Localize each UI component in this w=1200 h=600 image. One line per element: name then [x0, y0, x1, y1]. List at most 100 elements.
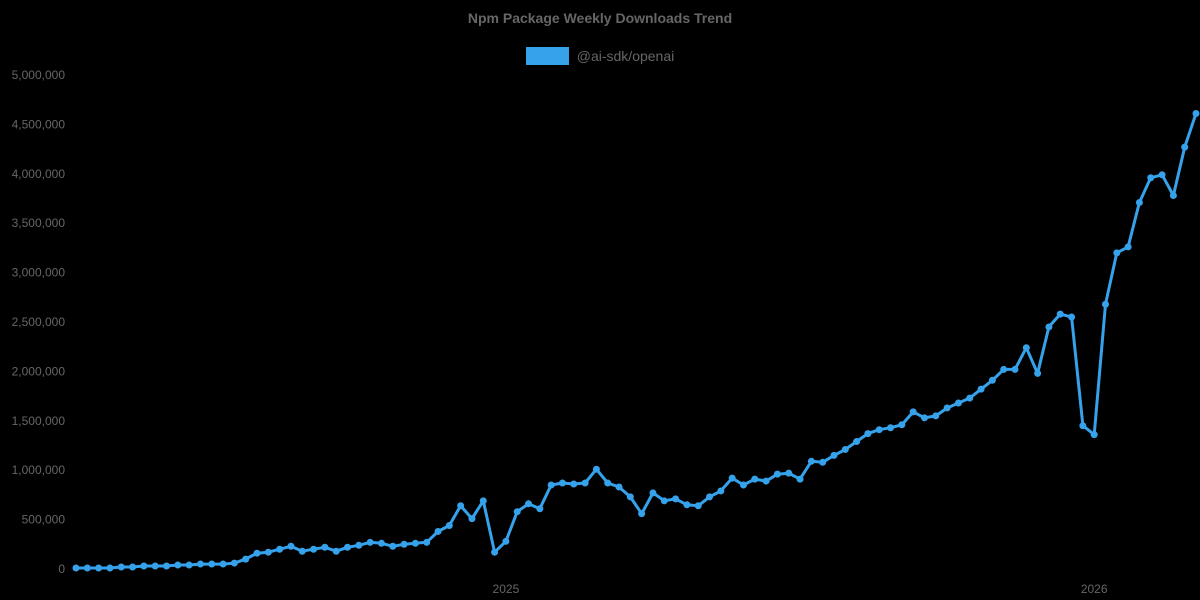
data-point[interactable]	[1079, 422, 1087, 430]
data-point[interactable]	[966, 394, 974, 402]
data-point[interactable]	[898, 421, 906, 429]
data-point[interactable]	[536, 505, 544, 513]
data-point[interactable]	[807, 457, 815, 465]
data-point[interactable]	[163, 562, 171, 570]
data-point[interactable]	[909, 408, 917, 416]
data-point[interactable]	[739, 481, 747, 489]
data-point[interactable]	[1011, 365, 1019, 373]
data-point[interactable]	[1192, 110, 1200, 118]
data-point[interactable]	[887, 424, 895, 432]
data-point[interactable]	[1022, 344, 1030, 352]
data-point[interactable]	[988, 376, 996, 384]
data-point[interactable]	[276, 545, 284, 553]
data-point[interactable]	[366, 538, 374, 546]
data-point[interactable]	[864, 430, 872, 438]
data-point[interactable]	[853, 438, 861, 446]
data-point[interactable]	[706, 493, 714, 501]
data-point[interactable]	[1135, 198, 1143, 206]
data-point[interactable]	[423, 538, 431, 546]
data-point[interactable]	[649, 489, 657, 497]
data-point[interactable]	[954, 399, 962, 407]
data-point[interactable]	[796, 475, 804, 483]
data-point[interactable]	[117, 563, 125, 571]
data-point[interactable]	[174, 561, 182, 569]
data-point[interactable]	[773, 470, 781, 478]
data-point[interactable]	[502, 537, 510, 545]
data-point[interactable]	[72, 564, 80, 572]
data-point[interactable]	[1034, 369, 1042, 377]
data-point[interactable]	[626, 493, 634, 501]
data-point[interactable]	[1000, 365, 1008, 373]
data-point[interactable]	[1169, 192, 1177, 200]
data-point[interactable]	[479, 497, 487, 505]
legend-label[interactable]: @ai-sdk/openai	[576, 48, 675, 64]
data-point[interactable]	[592, 465, 600, 473]
data-point[interactable]	[1045, 323, 1053, 331]
data-point[interactable]	[219, 560, 227, 568]
data-point[interactable]	[106, 564, 114, 572]
data-point[interactable]	[1068, 313, 1076, 321]
data-point[interactable]	[434, 527, 442, 535]
data-point[interactable]	[683, 501, 691, 509]
data-point[interactable]	[1056, 310, 1064, 318]
data-point[interactable]	[638, 510, 646, 518]
data-point[interactable]	[875, 426, 883, 434]
data-point[interactable]	[819, 458, 827, 466]
data-point[interactable]	[581, 479, 589, 487]
data-point[interactable]	[400, 540, 408, 548]
data-point[interactable]	[751, 475, 759, 483]
data-point[interactable]	[1090, 431, 1098, 439]
data-point[interactable]	[95, 564, 103, 572]
data-point[interactable]	[762, 477, 770, 485]
data-point[interactable]	[830, 451, 838, 459]
data-point[interactable]	[196, 560, 204, 568]
data-point[interactable]	[1101, 300, 1109, 308]
data-point[interactable]	[694, 502, 702, 510]
data-point[interactable]	[977, 385, 985, 393]
data-point[interactable]	[1181, 143, 1189, 151]
data-point[interactable]	[230, 559, 238, 567]
data-point[interactable]	[253, 549, 261, 557]
data-point[interactable]	[208, 560, 216, 568]
data-point[interactable]	[491, 548, 499, 556]
data-point[interactable]	[660, 497, 668, 505]
data-point[interactable]	[264, 548, 272, 556]
data-point[interactable]	[570, 480, 578, 488]
data-point[interactable]	[525, 500, 533, 508]
data-point[interactable]	[411, 539, 419, 547]
data-point[interactable]	[140, 562, 148, 570]
data-point[interactable]	[943, 404, 951, 412]
data-point[interactable]	[83, 564, 91, 572]
data-point[interactable]	[129, 563, 137, 571]
data-point[interactable]	[1158, 171, 1166, 179]
data-point[interactable]	[344, 543, 352, 551]
data-point[interactable]	[1113, 249, 1121, 257]
data-point[interactable]	[728, 474, 736, 482]
data-point[interactable]	[389, 542, 397, 550]
data-point[interactable]	[558, 479, 566, 487]
legend-swatch[interactable]	[525, 47, 569, 65]
data-point[interactable]	[932, 412, 940, 420]
data-point[interactable]	[615, 483, 623, 491]
data-point[interactable]	[604, 479, 612, 487]
data-point[interactable]	[1124, 243, 1132, 251]
data-point[interactable]	[332, 547, 340, 555]
data-point[interactable]	[377, 539, 385, 547]
data-point[interactable]	[151, 562, 159, 570]
data-point[interactable]	[547, 481, 555, 489]
data-point[interactable]	[445, 522, 453, 530]
data-point[interactable]	[457, 502, 465, 510]
data-point[interactable]	[717, 487, 725, 495]
data-point[interactable]	[355, 541, 363, 549]
data-point[interactable]	[242, 555, 250, 563]
data-point[interactable]	[785, 469, 793, 477]
data-point[interactable]	[185, 561, 193, 569]
data-point[interactable]	[920, 414, 928, 422]
data-point[interactable]	[310, 545, 318, 553]
data-point[interactable]	[468, 515, 476, 523]
data-point[interactable]	[841, 445, 849, 453]
data-point[interactable]	[298, 547, 306, 555]
data-point[interactable]	[321, 543, 329, 551]
data-point[interactable]	[513, 508, 521, 516]
data-point[interactable]	[672, 495, 680, 503]
